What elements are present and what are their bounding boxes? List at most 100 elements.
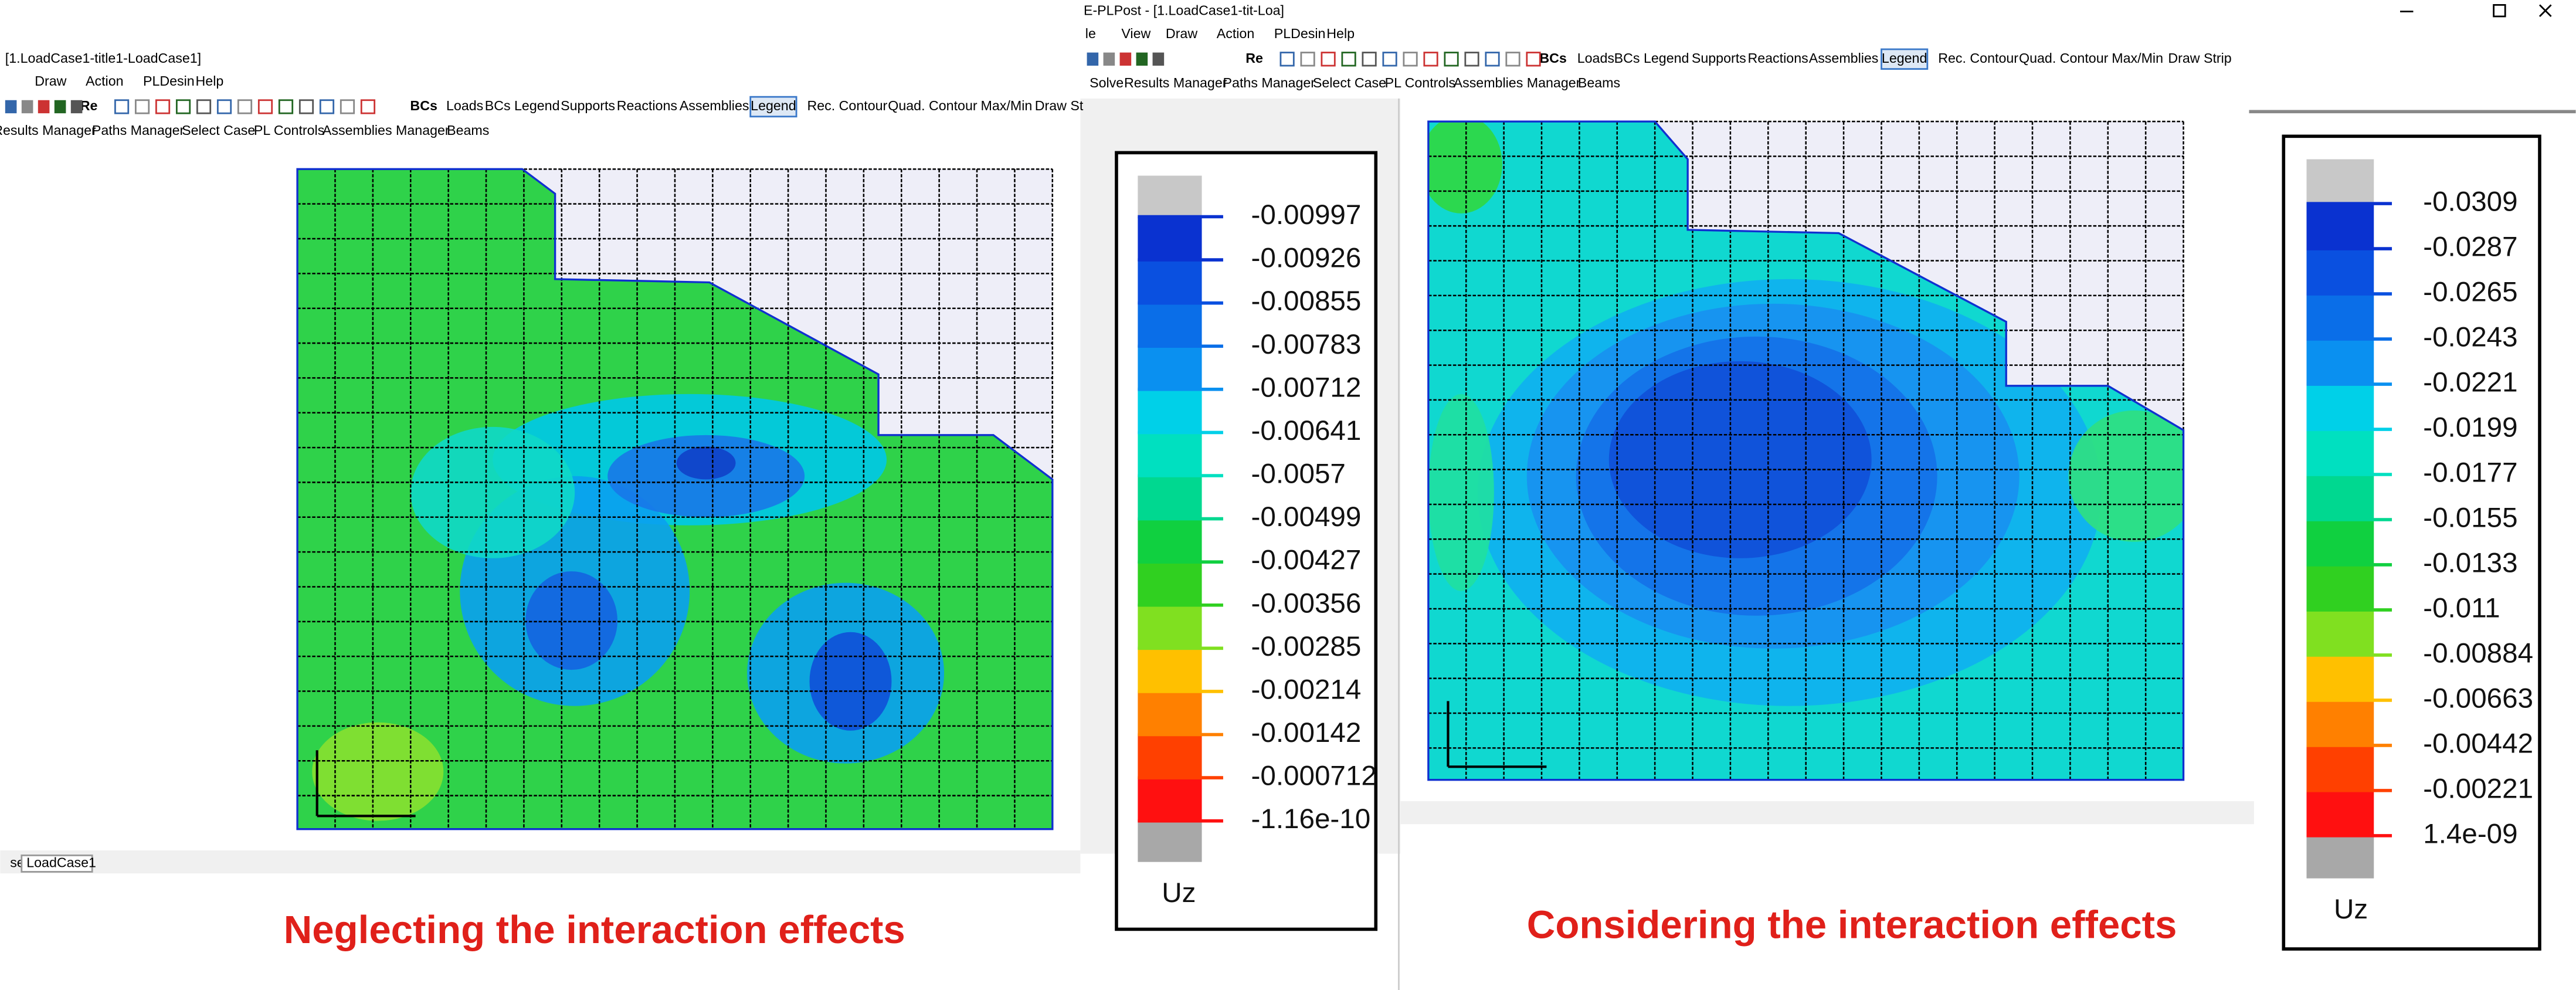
toolbar-button[interactable]: Reactions	[617, 98, 677, 113]
toolbar-button[interactable]: Re	[80, 98, 98, 113]
tool-icon[interactable]	[1505, 52, 1521, 67]
toolbar-button[interactable]: Assemblies	[1809, 50, 1879, 66]
toolbar-button[interactable]: BCs	[410, 98, 437, 113]
toolbar-button[interactable]: Max/Min	[2112, 50, 2163, 66]
toolbar-button[interactable]: BCs	[1539, 50, 1566, 66]
tool-icon[interactable]	[1403, 52, 1418, 67]
toolbar-button[interactable]: Legend	[1882, 50, 1927, 66]
tool-icon[interactable]	[134, 99, 150, 114]
tool-icon[interactable]	[1464, 52, 1479, 67]
restore[interactable]	[2493, 4, 2506, 18]
close[interactable]	[2539, 4, 2552, 17]
toolbar-button[interactable]: Select Case	[1313, 75, 1386, 90]
menu-item[interactable]: Help	[196, 73, 224, 89]
tool-icon[interactable]	[38, 100, 50, 114]
toolbar-button[interactable]: Assemblies Manager	[1454, 75, 1581, 90]
legend-band	[1138, 216, 1202, 261]
legend-band	[1138, 260, 1202, 304]
toolbar-button[interactable]: Assemblies Manager	[323, 123, 450, 138]
menu-item[interactable]: le	[1085, 26, 1096, 41]
tool-icon[interactable]	[360, 99, 376, 114]
legend-toggle[interactable]	[1881, 48, 1929, 70]
legend-toggle[interactable]	[749, 96, 797, 118]
toolbar-button[interactable]: Loads	[446, 98, 483, 113]
contour-region	[2068, 410, 2184, 542]
tool-icon[interactable]	[1300, 52, 1315, 67]
tool-icon[interactable]	[1103, 52, 1115, 66]
tool-icon[interactable]	[1423, 52, 1438, 67]
toolbar-button[interactable]: Paths Manager	[92, 123, 185, 138]
window-title: E-PLPost - [1.LoadCase1-tit-Loa]	[1084, 3, 1284, 18]
tool-icon[interactable]	[1485, 52, 1500, 67]
toolbar-button[interactable]: Results Manager	[0, 123, 96, 138]
toolbar-button[interactable]: Paths Manager	[1223, 75, 1316, 90]
tool-icon[interactable]	[70, 100, 83, 114]
toolbar-button[interactable]: Supports	[1692, 50, 1746, 66]
tool-icon[interactable]	[1087, 52, 1099, 66]
tool-icon[interactable]	[1136, 52, 1148, 66]
toolbar-button[interactable]: Max/Min	[981, 98, 1033, 113]
tool-icon[interactable]	[1321, 52, 1336, 67]
toolbar-button[interactable]: Loads	[1577, 50, 1614, 66]
tool-icon[interactable]	[1119, 52, 1132, 66]
slab-outline	[1427, 120, 2185, 781]
menu-item[interactable]: Draw	[1166, 26, 1197, 41]
toolbar-button[interactable]: Draw St	[1035, 98, 1084, 113]
tool-icon[interactable]	[319, 99, 335, 114]
menu-item[interactable]: PLDesin	[1274, 26, 1326, 41]
tool-icon[interactable]	[237, 99, 253, 114]
tool-icon[interactable]	[175, 99, 191, 114]
toolbar-button[interactable]: PL Controls	[254, 123, 324, 138]
tool-icon[interactable]	[1152, 52, 1165, 66]
menu-item[interactable]: Action	[1217, 26, 1255, 41]
tool-icon[interactable]	[1526, 52, 1541, 67]
toolbar-button[interactable]: Beams	[447, 123, 489, 138]
toolbar-button[interactable]: PL Controls	[1385, 75, 1455, 90]
tool-icon[interactable]	[155, 99, 171, 114]
legend-value: -0.00855	[1251, 286, 1362, 317]
tool-icon[interactable]	[54, 100, 66, 114]
toolbar-button[interactable]: Draw Strip	[2168, 50, 2231, 66]
toolbar-button[interactable]: Reactions	[1747, 50, 1808, 66]
case-box[interactable]	[21, 855, 93, 873]
tool-icon[interactable]	[21, 100, 33, 114]
menu-item[interactable]: Action	[86, 73, 124, 89]
legend-value: -0.00427	[1251, 545, 1362, 576]
legend-value: -0.00499	[1251, 501, 1362, 533]
toolbar-button[interactable]: Rec. Contour	[807, 98, 887, 113]
toolbar-button[interactable]: Results Manager	[1124, 75, 1227, 90]
menu-item[interactable]: PLDesin	[143, 73, 195, 89]
legend-band	[2306, 564, 2374, 611]
legend-value: -0.0243	[2423, 322, 2517, 353]
tool-icon[interactable]	[1362, 52, 1377, 67]
toolbar-button[interactable]: Select Case	[182, 123, 255, 138]
tool-icon[interactable]	[257, 99, 273, 114]
toolbar-button[interactable]: Quad. Contour	[2019, 50, 2109, 66]
legend-band	[2306, 384, 2374, 430]
tool-icon[interactable]	[278, 99, 294, 114]
toolbar-button[interactable]: Beams	[1578, 75, 1620, 90]
toolbar-button[interactable]: Quad. Contour	[888, 98, 978, 113]
tool-icon[interactable]	[216, 99, 232, 114]
menu-item[interactable]: Help	[1326, 26, 1355, 41]
toolbar-button[interactable]: Re	[1245, 50, 1263, 66]
tool-icon[interactable]	[114, 99, 130, 114]
toolbar-button[interactable]: BCs Legend	[485, 98, 560, 113]
toolbar-button[interactable]: Rec. Contour	[1938, 50, 2018, 66]
tool-icon[interactable]	[1444, 52, 1459, 67]
menu-item[interactable]: View	[1121, 26, 1150, 41]
tool-icon[interactable]	[196, 99, 212, 114]
toolbar-button[interactable]: Assemblies	[680, 98, 749, 113]
tool-icon[interactable]	[1279, 52, 1295, 67]
toolbar-button[interactable]: Legend	[751, 98, 796, 113]
contour-region	[809, 632, 892, 731]
tool-icon[interactable]	[1382, 52, 1397, 67]
toolbar-button[interactable]: Solve	[1090, 75, 1124, 90]
tool-icon[interactable]	[1341, 52, 1356, 67]
menu-item[interactable]: Draw	[35, 73, 66, 89]
tool-icon[interactable]	[5, 100, 17, 114]
toolbar-button[interactable]: BCs Legend	[1614, 50, 1689, 66]
tool-icon[interactable]	[298, 99, 314, 114]
tool-icon[interactable]	[340, 99, 355, 114]
toolbar-button[interactable]: Supports	[561, 98, 615, 113]
